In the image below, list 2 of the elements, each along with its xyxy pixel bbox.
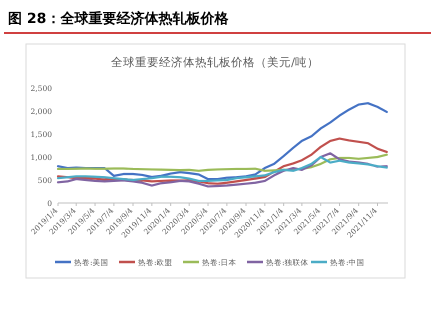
title: 图 28：全球重要经济体热轧板价格 (8, 11, 228, 27)
subtitle: 全球重要经济体热轧板价格（美元/吨） (111, 55, 319, 69)
